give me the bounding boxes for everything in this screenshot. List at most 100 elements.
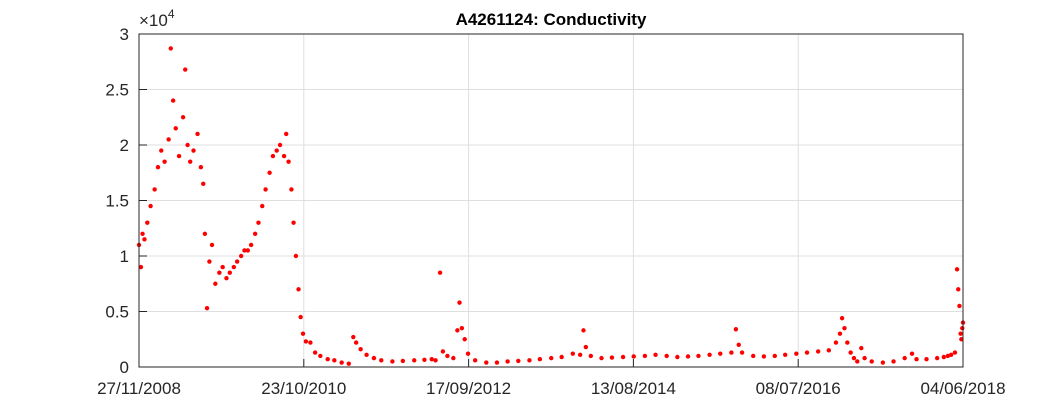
data-point bbox=[277, 142, 283, 148]
y-tick-label: 0 bbox=[120, 358, 129, 377]
data-point bbox=[956, 287, 961, 292]
data-point bbox=[880, 360, 886, 365]
data-point bbox=[281, 153, 287, 159]
data-point bbox=[588, 353, 594, 359]
data-point bbox=[457, 300, 462, 305]
data-point bbox=[505, 359, 510, 364]
data-point bbox=[570, 351, 576, 356]
y-exponent-label: ×104 bbox=[139, 7, 175, 30]
data-point bbox=[188, 159, 193, 164]
data-point bbox=[170, 98, 176, 103]
data-point bbox=[308, 340, 313, 345]
data-point bbox=[242, 248, 247, 253]
data-point bbox=[231, 264, 237, 270]
data-point bbox=[284, 131, 289, 137]
data-point bbox=[869, 359, 874, 364]
data-points bbox=[136, 46, 966, 366]
x-tick-label: 23/10/2010 bbox=[261, 379, 346, 398]
data-point bbox=[549, 355, 554, 361]
data-point bbox=[620, 354, 626, 360]
x-tick-label: 04/06/2018 bbox=[920, 379, 1005, 398]
data-point bbox=[845, 340, 850, 345]
data-point bbox=[422, 357, 427, 362]
data-point bbox=[577, 352, 583, 357]
data-point bbox=[736, 342, 741, 347]
data-point bbox=[631, 354, 636, 359]
data-point bbox=[267, 170, 272, 175]
data-point bbox=[472, 358, 478, 363]
data-point bbox=[494, 360, 500, 365]
data-point bbox=[833, 340, 839, 345]
data-point bbox=[891, 359, 896, 364]
data-point bbox=[227, 270, 232, 275]
data-point bbox=[783, 352, 788, 357]
data-point bbox=[941, 354, 946, 360]
data-point bbox=[195, 131, 200, 137]
data-point bbox=[379, 358, 384, 363]
data-point bbox=[675, 354, 680, 360]
data-point bbox=[183, 67, 188, 72]
svg-text:×104: ×104 bbox=[139, 7, 175, 30]
data-point bbox=[217, 270, 222, 275]
data-point bbox=[945, 353, 951, 359]
data-point bbox=[353, 340, 359, 345]
data-point bbox=[325, 357, 330, 362]
data-point bbox=[318, 353, 323, 359]
data-point bbox=[739, 350, 745, 355]
exponent-power: 4 bbox=[168, 7, 175, 21]
data-point bbox=[312, 350, 318, 355]
data-point bbox=[794, 351, 799, 356]
data-point bbox=[245, 248, 251, 253]
chart-title: A4261124: Conductivity bbox=[456, 10, 647, 29]
data-point bbox=[166, 137, 171, 142]
data-point bbox=[958, 331, 963, 336]
data-point bbox=[339, 360, 344, 365]
data-point bbox=[298, 314, 303, 320]
data-point bbox=[761, 354, 767, 359]
y-tick-label: 2 bbox=[120, 136, 129, 155]
data-point bbox=[270, 153, 276, 159]
data-point bbox=[364, 352, 369, 357]
data-point bbox=[653, 352, 658, 357]
data-point bbox=[527, 358, 532, 363]
data-point bbox=[224, 276, 229, 281]
data-point bbox=[256, 220, 261, 225]
data-point bbox=[274, 148, 279, 153]
grid bbox=[139, 34, 963, 367]
data-point bbox=[839, 315, 845, 321]
data-point bbox=[718, 351, 723, 356]
data-point bbox=[948, 352, 954, 357]
data-point bbox=[198, 165, 204, 170]
data-point bbox=[332, 358, 337, 363]
data-point bbox=[252, 231, 258, 236]
data-point bbox=[148, 203, 153, 209]
data-point bbox=[176, 153, 182, 159]
x-tick-label: 13/08/2014 bbox=[591, 379, 676, 398]
data-point bbox=[465, 351, 471, 356]
data-point bbox=[772, 353, 777, 359]
data-point bbox=[609, 355, 615, 360]
data-point bbox=[371, 355, 377, 361]
data-point bbox=[851, 355, 857, 361]
data-point bbox=[957, 303, 962, 309]
data-point bbox=[248, 242, 254, 248]
data-point bbox=[152, 187, 157, 192]
data-point bbox=[429, 357, 434, 362]
data-point bbox=[209, 242, 215, 248]
data-point bbox=[842, 325, 847, 331]
data-point bbox=[293, 253, 299, 259]
data-point bbox=[159, 148, 164, 153]
data-point bbox=[516, 358, 521, 364]
data-point bbox=[142, 237, 147, 242]
data-point bbox=[696, 353, 701, 359]
data-point bbox=[185, 142, 190, 148]
data-point bbox=[390, 359, 395, 364]
data-point bbox=[155, 165, 161, 170]
data-point bbox=[815, 349, 821, 354]
data-point bbox=[862, 355, 867, 361]
x-tick-label: 27/11/2008 bbox=[97, 379, 181, 398]
data-point bbox=[433, 358, 438, 363]
data-point bbox=[559, 354, 564, 360]
data-point bbox=[583, 344, 589, 350]
